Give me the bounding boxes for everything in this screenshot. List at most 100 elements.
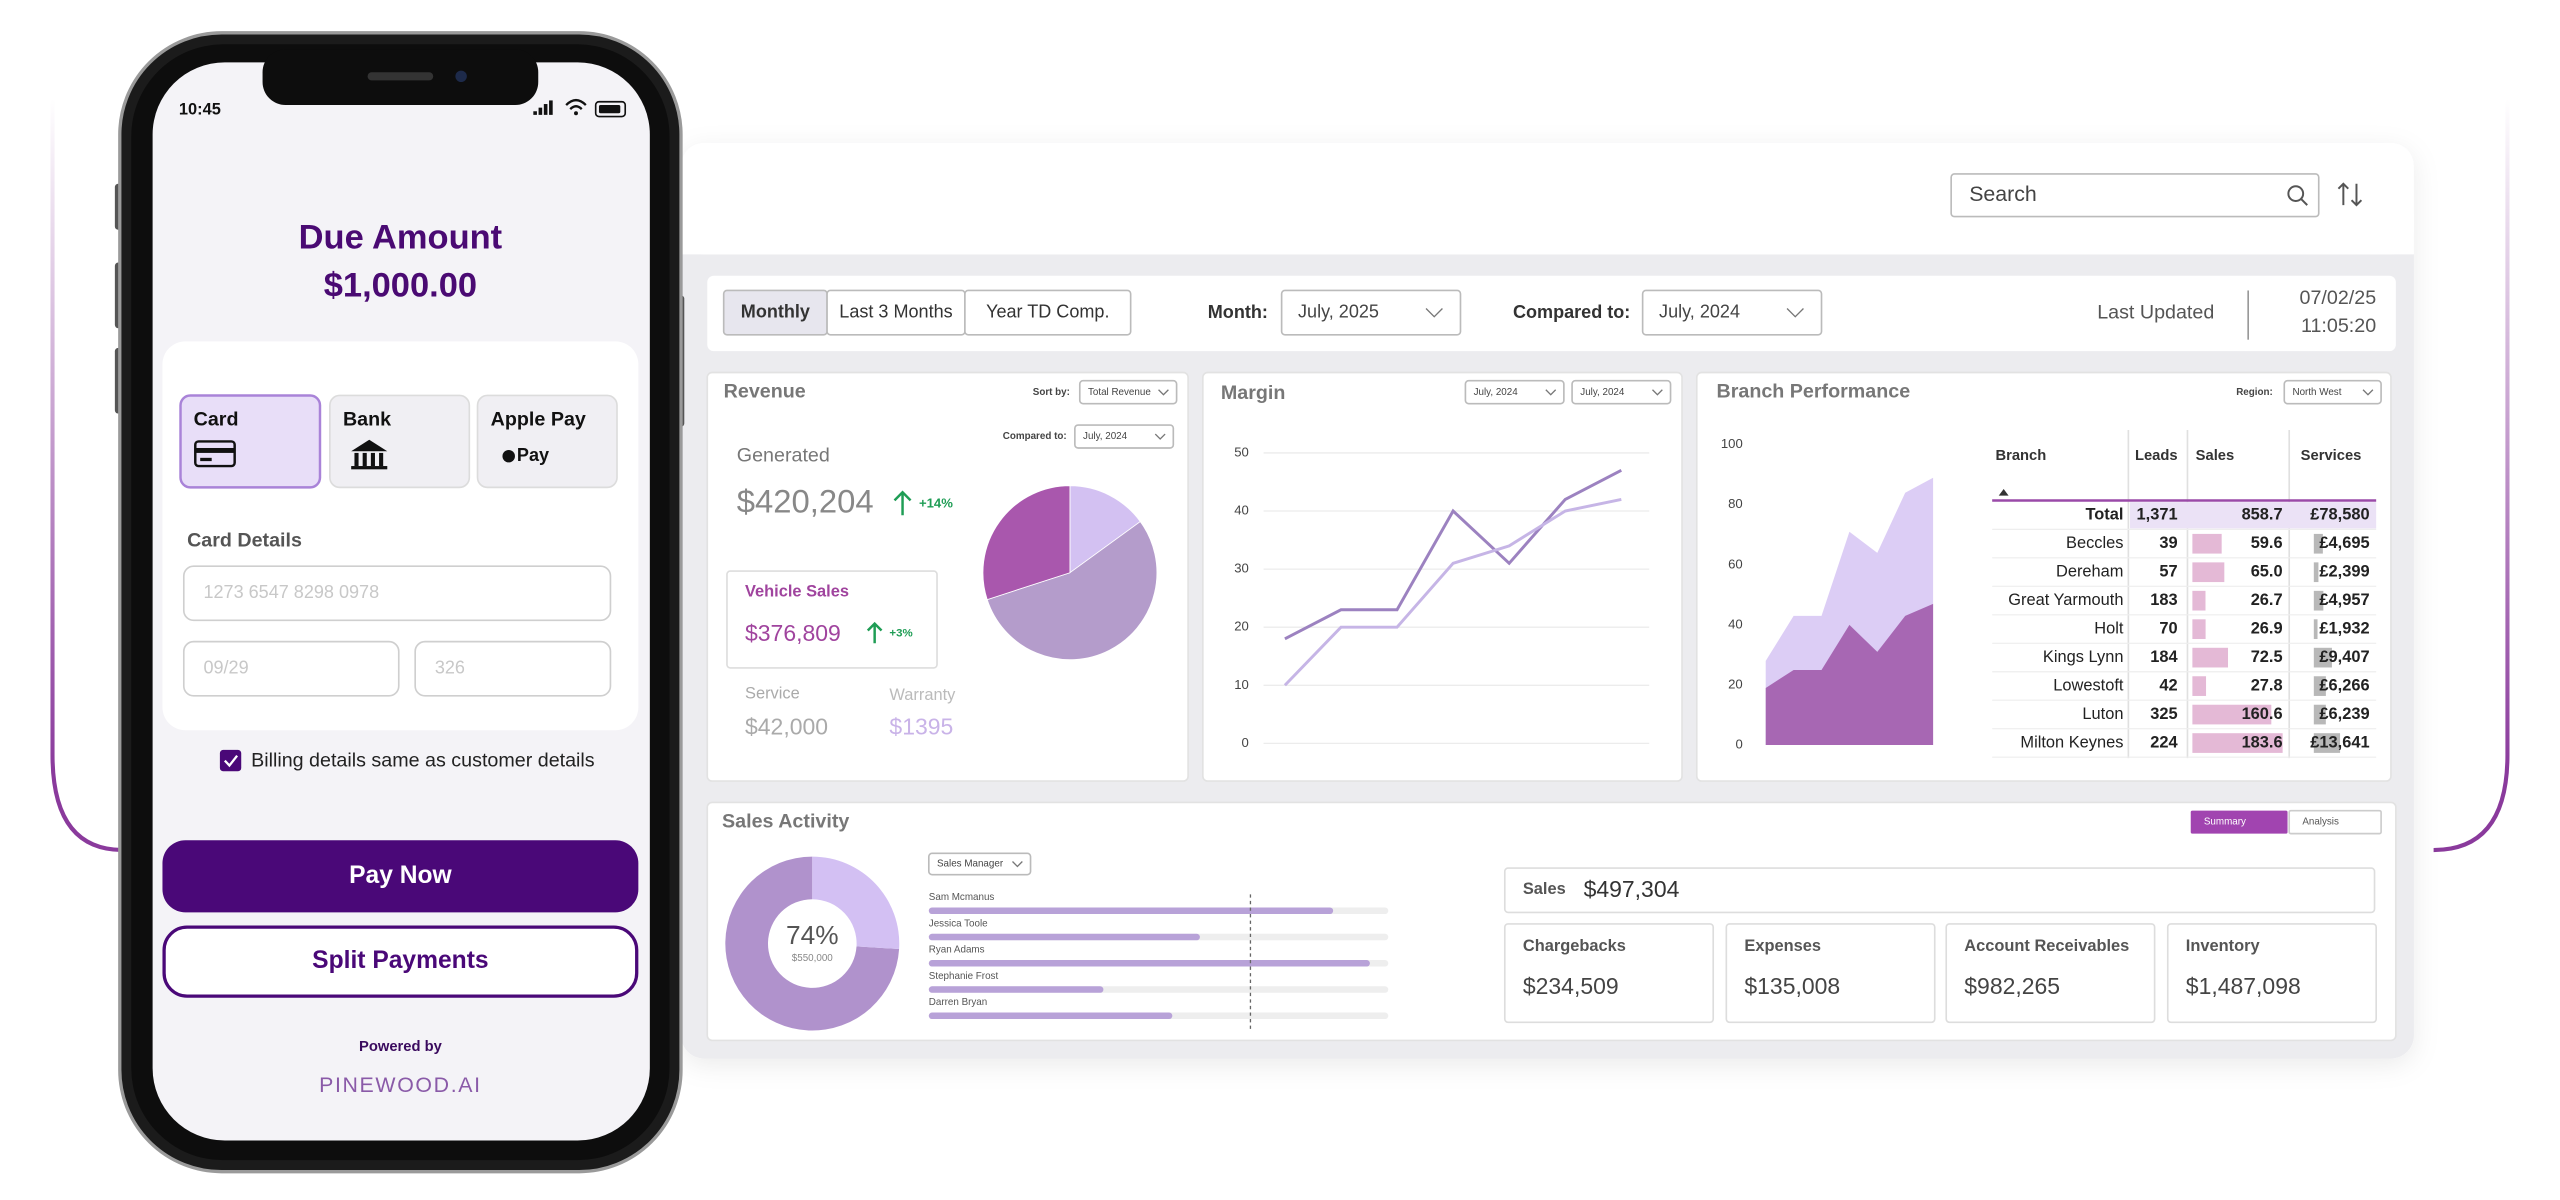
compare-select-text: July, 2024 [1659,301,1740,321]
sales-bar [2192,676,2207,696]
sales-bar [2192,733,2283,753]
y-tick-label: 20 [1234,619,1249,634]
margin-line [1283,497,1622,687]
expiry-input-placeholder: 09/29 [203,657,248,677]
column-header: Branch [1995,448,2046,464]
manager-select[interactable] [927,852,1032,876]
kpi-label: Sales [1523,880,1566,898]
expiry-input[interactable] [182,640,400,697]
branch-title: Branch Performance [1716,380,1910,402]
y-tick-label: 10 [1234,677,1249,692]
services-cell: £4,957 [2319,591,2369,609]
y-tick-label: 30 [1234,561,1249,576]
margin-select[interactable] [1571,379,1672,405]
sort-select[interactable] [1078,379,1178,405]
pie-slice [982,485,1071,601]
branch-name: Beccles [2066,534,2123,552]
due-amount: $1,000.00 [324,266,477,304]
sales-cell: 858.7 [2242,506,2283,524]
split-button[interactable] [162,925,639,998]
method-label: Apple Pay [491,408,586,430]
card-icon [194,440,236,468]
manager-name: Sam Mcmanus [929,892,995,903]
services-bar [2313,733,2341,753]
view-toggle[interactable] [2190,810,2288,834]
leads-cell: 70 [2159,619,2177,637]
generated-change: +14% [919,495,953,510]
service-label: Service [745,684,800,702]
manager-bar [928,933,1200,941]
method-tile[interactable] [179,394,322,489]
y-tick-label: 0 [1735,736,1742,751]
generated-label: Generated [737,444,830,466]
search-box[interactable] [1950,173,2320,218]
cvv-input[interactable] [414,640,612,697]
services-cell: £4,695 [2319,534,2369,552]
search-icon [2287,185,2305,203]
method-tile[interactable] [476,394,618,489]
margin-select[interactable] [1464,379,1565,405]
services-bar [2313,647,2332,668]
region-select[interactable] [2283,379,2382,405]
donut-segment [725,856,900,1031]
donut-subtitle: $550,000 [792,953,834,964]
month-select[interactable] [1280,289,1462,336]
vehicle-change: +3% [889,627,912,639]
chevron-icon [2362,389,2374,396]
sales-bar [2192,704,2272,725]
pay-now-button[interactable] [162,840,639,913]
bank-icon [362,452,367,467]
leads-cell: 39 [2159,534,2177,552]
bank-icon [370,452,375,467]
manager-name: Stephanie Frost [929,971,999,982]
services-cell: £78,580 [2310,506,2369,524]
card-number-input[interactable] [182,565,612,622]
period-tab[interactable] [964,289,1132,336]
revenue-card [706,371,1189,782]
y-tick-label: 40 [1728,616,1743,631]
column-header: Services [2301,448,2362,464]
sales-cell: 183.6 [2242,733,2283,751]
warranty-label: Warranty [889,686,956,704]
bank-icon [351,466,388,470]
sort-select-text: Total Revenue [1088,387,1151,398]
compared-label: Compared to: [1513,302,1630,322]
billing-checkbox[interactable] [219,749,242,772]
leads-cell: 183 [2150,591,2177,609]
y-tick-label: 20 [1728,676,1743,691]
manager-bar [928,1012,1173,1020]
branch-name: Holt [2094,619,2124,637]
card-details-label: Card Details [187,530,302,552]
services-cell: £2,399 [2319,563,2369,581]
compare-select[interactable] [1641,289,1823,336]
y-tick-label: 80 [1728,496,1743,511]
manager-bar [928,959,1370,967]
view-toggle[interactable] [2288,809,2382,835]
kpi-value: $497,304 [1584,876,1680,902]
services-cell: £13,641 [2310,733,2369,751]
manager-name: Darren Bryan [929,997,987,1008]
due-label: Due Amount [299,219,503,257]
compare-select[interactable] [1074,424,1175,449]
brand-logo: PINEWOOD.AI [319,1073,482,1097]
donut-percent: 74% [786,920,839,950]
total-row [2130,502,2377,529]
kpi-label: Inventory [2186,937,2261,955]
leads-cell: 57 [2159,563,2177,581]
services-cell: £1,932 [2319,619,2369,637]
wifi-icon [574,111,578,116]
leads-cell: 325 [2150,705,2177,723]
canvas: Search Monthly Last 3 Months Year TD Comp. M… [50,31,2510,1174]
margin-title: Margin [1221,382,1286,404]
apple-pay-mark: Pay [517,445,549,465]
manager-name: Jessica Toole [929,918,988,929]
search-icon [2299,197,2308,206]
up-arrow-icon [893,490,912,516]
up-arrow-icon [866,621,883,644]
camera [455,70,467,83]
margin-select-text: July, 2024 [1580,387,1625,398]
kpi-box [2166,923,2377,1024]
services-bar [2313,533,2323,554]
kpi-value: $1,487,098 [2186,973,2301,999]
